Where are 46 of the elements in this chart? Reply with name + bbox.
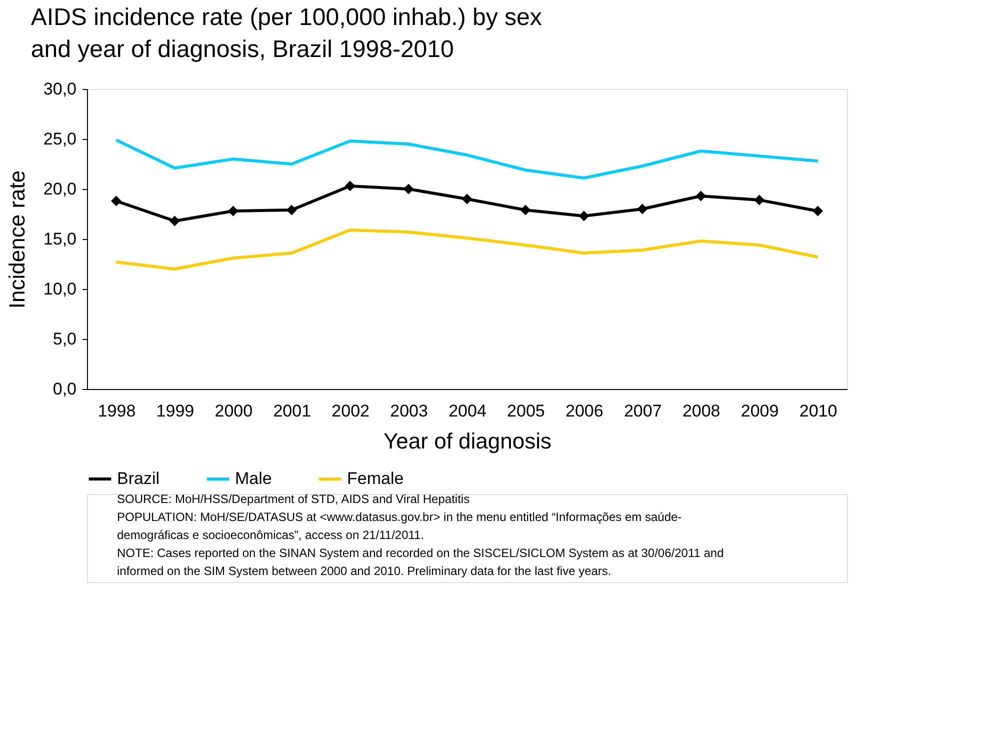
x-tick-label: 2007 (624, 402, 662, 420)
point (462, 194, 472, 204)
x-tick-label: 2003 (390, 402, 428, 420)
x-tick-label: 2004 (448, 402, 486, 420)
text: POPULATION: MoH/SE/DATASUS at <www.datasus.gov.br> in the menu entitled “Informações em saúde- (117, 510, 682, 524)
point (578, 210, 590, 222)
x-tick-label: 1998 (98, 402, 136, 420)
line-series (114, 138, 820, 180)
y-tick-label: 0,0 (52, 380, 76, 398)
x-axis-title: Year of diagnosis (384, 428, 552, 454)
point (169, 216, 180, 226)
point (110, 196, 122, 206)
point (812, 206, 824, 216)
text: demográficas e socioeconômicas”, access on 21/11/2011. (117, 528, 424, 542)
chart-title: AIDS incidence rate (per 100,000 inhab.) by sex and year of diagnosis, Brazil 1998-2010 (30, 4, 542, 63)
x-tick-label: 2005 (507, 402, 545, 420)
y-axis-title: Incidence rate (4, 170, 30, 309)
x-tick-label: 1999 (156, 402, 194, 420)
point (637, 204, 648, 214)
point (344, 180, 356, 192)
x-tick-label: 2008 (682, 402, 720, 420)
x-tick-label: 2006 (566, 402, 604, 420)
legend-label: Female (347, 469, 404, 488)
y-tick-label: 25,0 (43, 130, 76, 148)
y-tick-label: 20,0 (43, 180, 76, 198)
legend-label: Male (235, 469, 272, 488)
y-tick-label: 15,0 (43, 230, 76, 248)
y-tick-label: 30,0 (43, 80, 76, 98)
text: informed on the SIM System between 2000 and 2010. Preliminary data for the last five years. (117, 564, 612, 578)
text: NOTE: Cases reported on the SINAN System and recorded on the SISCEL/SICLOM System as at 30/06/2011 and (117, 546, 724, 560)
point (228, 206, 238, 216)
point (754, 194, 765, 206)
y-tick-label: 10,0 (43, 280, 76, 298)
point (403, 184, 414, 194)
point (696, 190, 706, 202)
x-tick-label: 2000 (214, 402, 253, 420)
point (520, 204, 531, 216)
x-tick-label: 2001 (273, 402, 312, 420)
x-tick-label: 2009 (740, 402, 779, 420)
legend-label: Brazil (117, 469, 160, 488)
x-tick-label: 2002 (332, 402, 370, 420)
line-series (114, 228, 820, 270)
source-note: SOURCE: MoH/HSS/Department of STD, AIDS and Viral Hepatitis (117, 492, 470, 506)
y-tick-label: 5,0 (52, 330, 76, 348)
point (286, 204, 297, 216)
x-tick-label: 2010 (799, 402, 838, 420)
